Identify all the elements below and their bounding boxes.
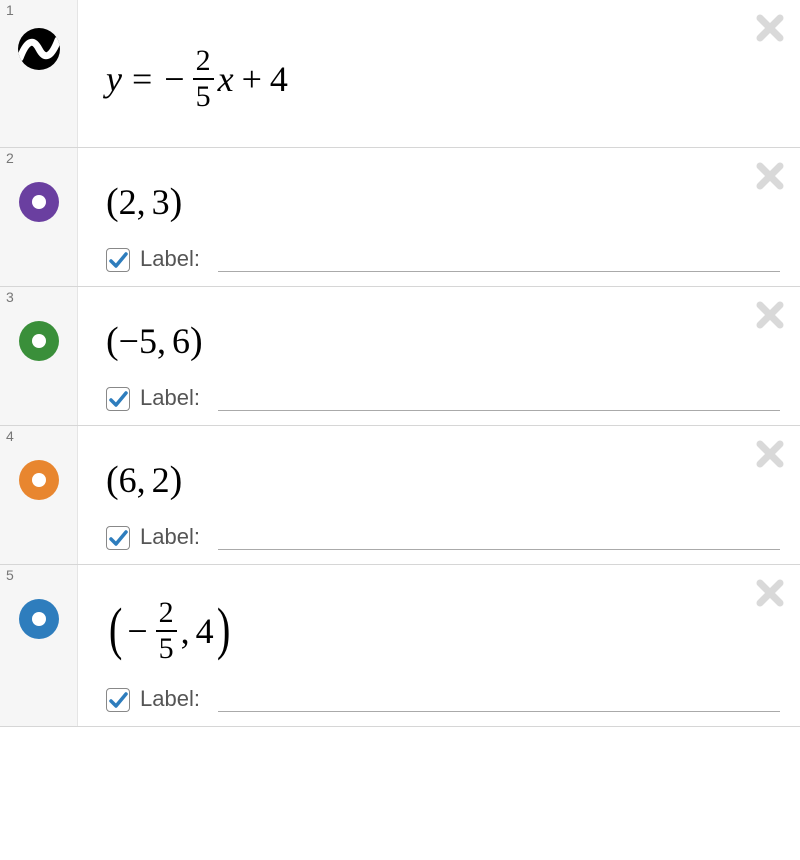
expression-content[interactable]: (2,3) Label: [78, 148, 800, 286]
close-icon[interactable] [754, 438, 786, 475]
var-x: x [218, 58, 234, 100]
expression-row: 4 (6,2) Label: [0, 426, 800, 565]
label-row: Label: [106, 383, 780, 411]
row-number: 2 [6, 150, 14, 166]
close-icon[interactable] [754, 12, 786, 49]
color-swatch[interactable] [19, 182, 59, 222]
var-y: y [106, 58, 122, 100]
label-input[interactable] [218, 383, 780, 411]
point-style-icon[interactable] [19, 460, 59, 500]
label-caption: Label: [140, 246, 200, 272]
label-caption: Label: [140, 524, 200, 550]
expression-content[interactable]: ( − 2 5 , 4 ) Label: [78, 565, 800, 726]
point-expression[interactable]: (−5,6) [106, 305, 780, 371]
close-icon[interactable] [754, 299, 786, 336]
point-style-icon[interactable] [19, 182, 59, 222]
label-row: Label: [106, 244, 780, 272]
color-swatch[interactable] [19, 599, 59, 639]
label-checkbox[interactable] [106, 526, 130, 550]
close-icon[interactable] [754, 160, 786, 197]
label-input[interactable] [218, 244, 780, 272]
row-number: 5 [6, 567, 14, 583]
expression-row: 5 ( − 2 5 , 4 ) [0, 565, 800, 727]
point-expression[interactable]: (6,2) [106, 444, 780, 510]
row-number: 4 [6, 428, 14, 444]
row-gutter: 3 [0, 287, 78, 425]
row-gutter: 2 [0, 148, 78, 286]
expression-row: 2 (2,3) Label: [0, 148, 800, 287]
fraction: 2 5 [193, 46, 214, 112]
expression-content[interactable]: y = − 2 5 x + 4 [78, 0, 800, 147]
point-style-icon[interactable] [19, 321, 59, 361]
label-input[interactable] [218, 522, 780, 550]
row-gutter: 5 [0, 565, 78, 726]
negative-sign: − [164, 58, 184, 100]
expression-content[interactable]: (−5,6) Label: [78, 287, 800, 425]
plus-sign: + [242, 58, 262, 100]
label-row: Label: [106, 522, 780, 550]
label-checkbox[interactable] [106, 248, 130, 272]
row-number: 1 [6, 2, 14, 18]
color-swatch[interactable] [19, 460, 59, 500]
line-style-icon[interactable] [18, 28, 60, 70]
expression-row: 1 y = − 2 5 x + 4 [0, 0, 800, 148]
close-icon[interactable] [754, 577, 786, 614]
label-input[interactable] [218, 684, 780, 712]
label-checkbox[interactable] [106, 387, 130, 411]
expression-row: 3 (−5,6) Label: [0, 287, 800, 426]
point-expression[interactable]: (2,3) [106, 166, 780, 232]
color-swatch[interactable] [19, 321, 59, 361]
row-gutter: 4 [0, 426, 78, 564]
label-caption: Label: [140, 385, 200, 411]
row-gutter: 1 [0, 0, 78, 147]
equals-sign: = [132, 58, 152, 100]
constant: 4 [270, 58, 288, 100]
label-checkbox[interactable] [106, 688, 130, 712]
expression-content[interactable]: (6,2) Label: [78, 426, 800, 564]
label-row: Label: [106, 684, 780, 712]
row-number: 3 [6, 289, 14, 305]
label-caption: Label: [140, 686, 200, 712]
point-style-icon[interactable] [19, 599, 59, 639]
line-icon-wrap[interactable] [18, 28, 60, 70]
point-expression[interactable]: ( − 2 5 , 4 ) [106, 583, 780, 672]
equation-expression[interactable]: y = − 2 5 x + 4 [106, 32, 780, 120]
fraction: 2 5 [156, 598, 177, 664]
